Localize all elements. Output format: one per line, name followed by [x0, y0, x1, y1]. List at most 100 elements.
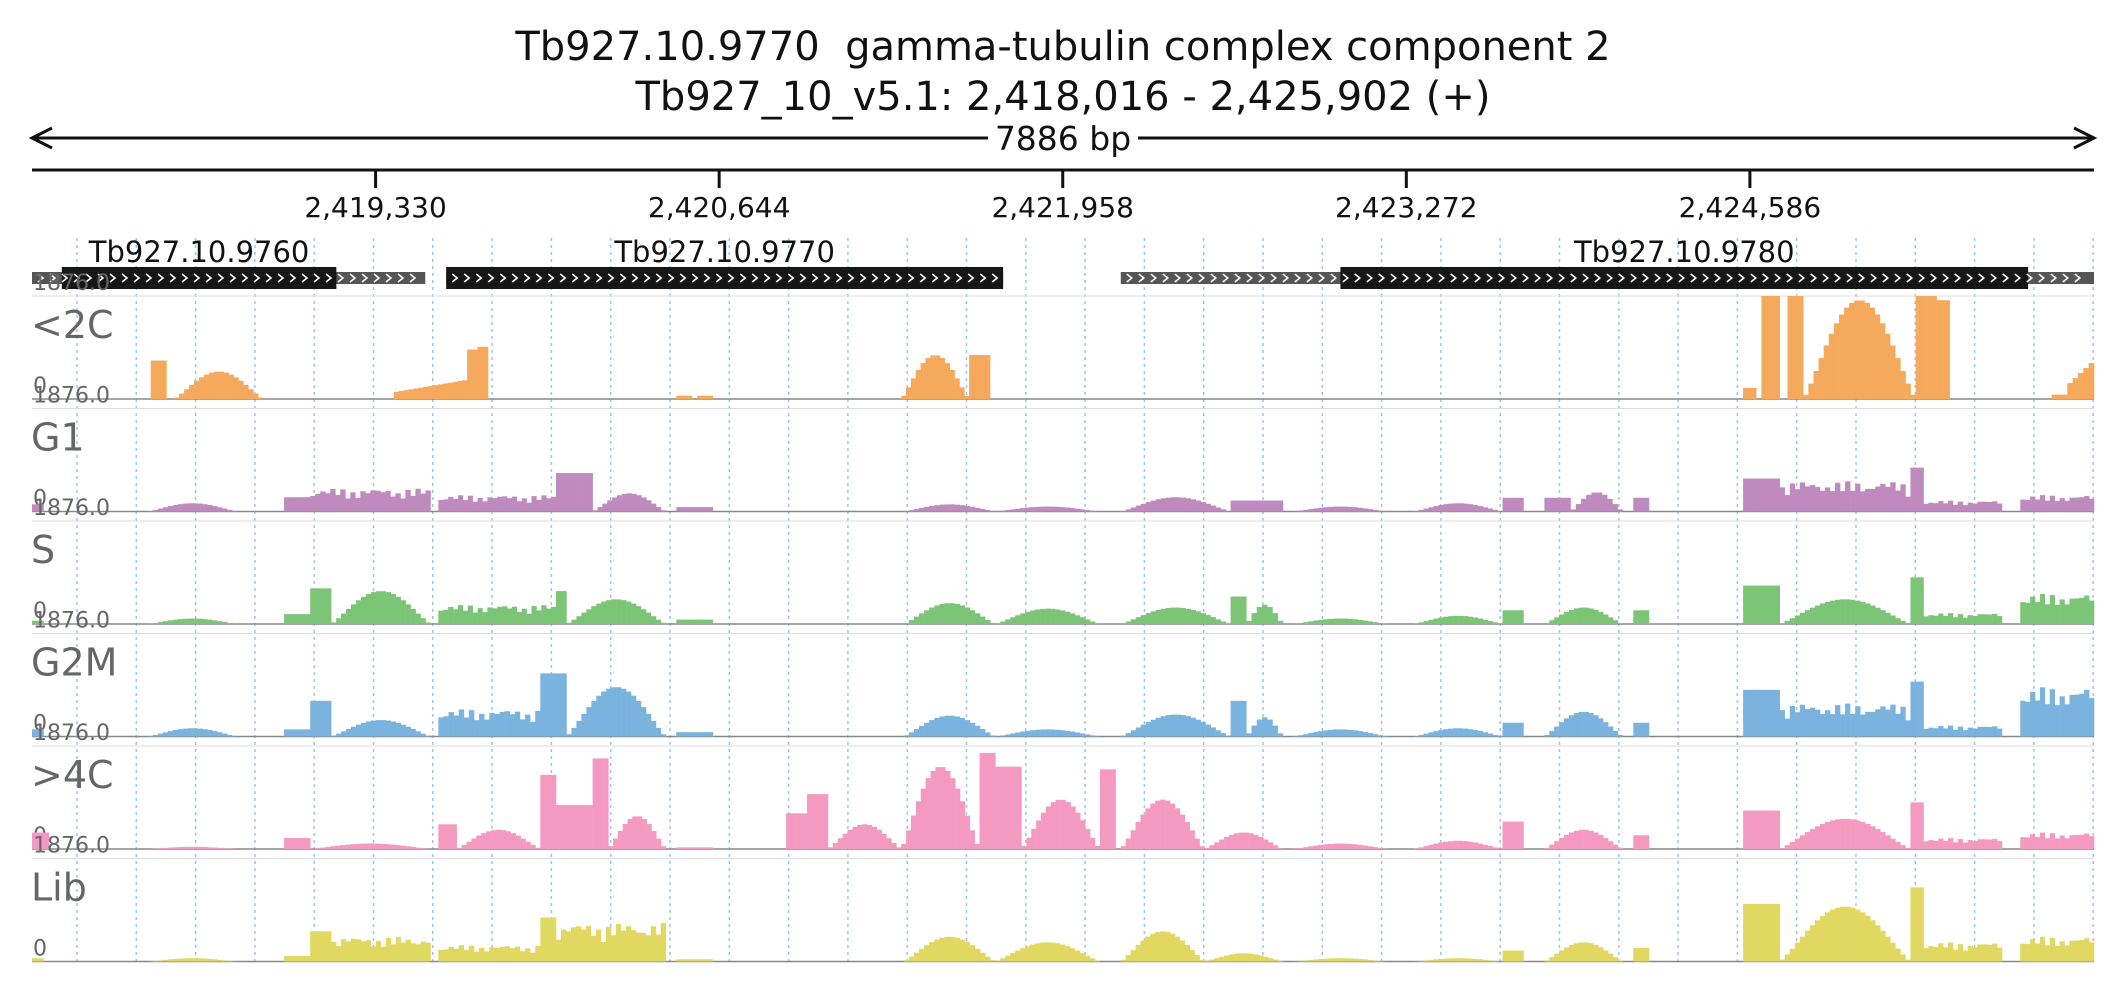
coverage-bar: [1248, 833, 1254, 849]
coverage-bar: [1433, 843, 1439, 849]
coverage-bar: [1487, 846, 1493, 849]
track-name: <2C: [31, 303, 114, 347]
coverage-bar: [651, 503, 657, 512]
coverage-bar: [555, 939, 562, 962]
coverage-bar: [1854, 300, 1860, 399]
strand-arrow: [1858, 273, 1866, 283]
coverage-bar: [640, 609, 647, 624]
coverage-bar: [457, 381, 463, 399]
coverage-bar: [1928, 502, 1934, 512]
coverage-bar: [1814, 709, 1821, 737]
coverage-bar: [228, 374, 234, 399]
coverage-bar: [1758, 689, 1765, 737]
coverage-bar: [1554, 841, 1560, 849]
coverage-bar: [1554, 497, 1561, 512]
coverage-bar: [1492, 960, 1498, 962]
coverage-bar: [1633, 610, 1639, 624]
coverage-bar: [1220, 733, 1226, 737]
coverage-bar: [1502, 610, 1509, 624]
strand-arrow: [301, 273, 309, 283]
coverage-bar: [964, 395, 970, 399]
coverage-bar: [561, 591, 567, 624]
coverage-bar: [1518, 497, 1524, 512]
coverage-bar: [1125, 509, 1132, 512]
coverage-bar: [980, 952, 986, 962]
coverage-bar: [702, 507, 708, 512]
coverage-bar: [217, 507, 223, 512]
coverage-bar: [380, 946, 387, 962]
coverage-bar: [1633, 497, 1639, 512]
coverage-bar: [626, 493, 632, 512]
coverage-bar: [681, 395, 688, 399]
coverage-bar: [1507, 821, 1514, 849]
coverage-bar: [2035, 700, 2041, 737]
strand-arrow: [1870, 273, 1878, 283]
strand-arrow: [1798, 273, 1806, 283]
coverage-bar: [1794, 838, 1801, 849]
strand-arrow: [931, 273, 939, 283]
coverage-bar: [1869, 307, 1876, 399]
coverage-bar: [566, 622, 572, 624]
coverage-bar: [514, 711, 521, 737]
coverage-bar: [1753, 810, 1760, 849]
coverage-bar: [1919, 802, 1924, 849]
coverage-bar: [1789, 841, 1796, 849]
coverage-bar: [385, 937, 392, 962]
strand-arrow: [1246, 273, 1254, 283]
coverage-bar: [1180, 607, 1186, 624]
strand-arrow: [571, 273, 579, 283]
coverage-bar: [1185, 608, 1191, 624]
strand-arrow: [1966, 273, 1974, 283]
coverage-bar: [2044, 500, 2051, 512]
coverage-bar: [157, 622, 164, 624]
coverage-bar: [1743, 903, 1749, 962]
coverage-bar: [531, 496, 537, 512]
coverage-bar: [1583, 829, 1589, 849]
coverage-bar: [1438, 958, 1444, 962]
strand-arrow: [1606, 273, 1614, 283]
coverage-bar: [405, 846, 411, 849]
coverage-bar: [676, 395, 682, 399]
coverage-bar: [1613, 730, 1619, 737]
coverage-bar: [310, 495, 316, 512]
coverage-bar: [1303, 734, 1309, 737]
coverage-bar: [202, 504, 208, 512]
coverage-bar: [1199, 959, 1205, 962]
coverage-bar: [438, 500, 444, 512]
coverage-bar: [1140, 615, 1147, 624]
coverage-bar: [492, 608, 498, 624]
coverage-bar: [526, 613, 532, 624]
coverage-bar: [1233, 833, 1240, 849]
coverage-bar: [616, 599, 622, 624]
coverage-bar: [408, 389, 414, 399]
coverage-bar: [510, 833, 516, 849]
coverage-bar: [222, 622, 228, 624]
coverage-bar: [1140, 814, 1146, 849]
coverage-bar: [617, 495, 623, 512]
coverage-bar: [1789, 618, 1796, 624]
coverage-bar: [355, 600, 362, 624]
coverage-bar: [985, 956, 991, 962]
coverage-bar: [1040, 506, 1046, 512]
track-name: G1: [31, 416, 85, 460]
coverage-bar: [1829, 909, 1836, 962]
strand-arrow: [1714, 273, 1722, 283]
coverage-bar: [2049, 689, 2055, 737]
coverage-bar: [930, 355, 936, 399]
coverage-bar: [817, 794, 824, 849]
coverage-bar: [1150, 500, 1157, 512]
strand-arrow: [1234, 273, 1242, 283]
strand-arrow: [1678, 273, 1686, 283]
coverage-bar: [1453, 840, 1459, 849]
coverage-bar: [1840, 818, 1846, 849]
coverage-bar: [1967, 945, 1973, 962]
coverage-bar: [315, 588, 321, 624]
coverage-bar: [1180, 715, 1186, 737]
coverage-bar: [1804, 709, 1811, 737]
coverage-bar: [1962, 505, 1968, 512]
coverage-bar: [1900, 845, 1906, 849]
coverage-bar: [576, 473, 583, 512]
coverage-bar: [1779, 959, 1786, 962]
coverage-bar: [162, 847, 169, 849]
coverage-bar: [702, 395, 708, 399]
